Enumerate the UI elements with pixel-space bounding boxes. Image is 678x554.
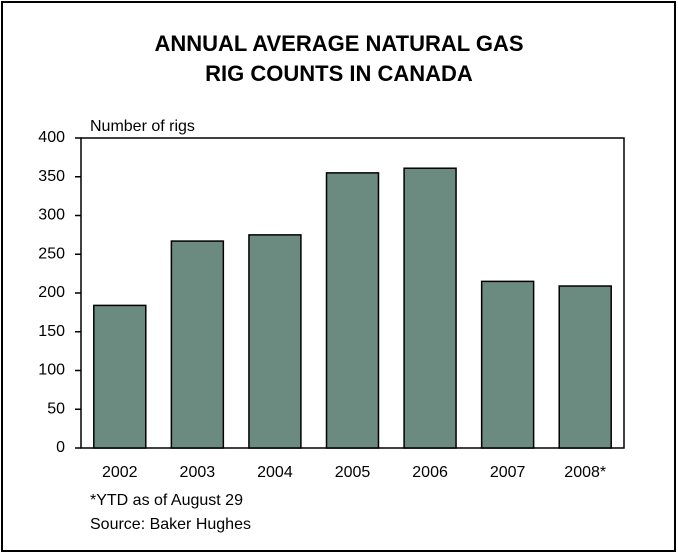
bar xyxy=(480,280,535,449)
bar xyxy=(403,167,457,449)
chart-title: ANNUAL AVERAGE NATURAL GAS xyxy=(154,31,523,56)
y-tick-label: 350 xyxy=(38,168,65,185)
x-tick-label: 2008* xyxy=(564,464,606,481)
bar xyxy=(325,172,380,449)
y-tick-label: 250 xyxy=(38,245,65,262)
chart-title: RIG COUNTS IN CANADA xyxy=(205,61,473,86)
bar xyxy=(93,304,147,449)
y-tick-label: 150 xyxy=(38,323,65,340)
bar xyxy=(170,240,225,449)
x-tick-label: 2005 xyxy=(335,464,371,481)
y-tick-label: 50 xyxy=(47,400,65,417)
y-tick-label: 400 xyxy=(38,129,65,146)
bar xyxy=(558,285,612,449)
x-tick-label: 2003 xyxy=(180,464,216,481)
footnote: *YTD as of August 29 xyxy=(90,492,243,509)
x-tick-label: 2002 xyxy=(102,464,138,481)
x-tick-label: 2004 xyxy=(257,464,293,481)
y-tick-label: 200 xyxy=(38,284,65,301)
y-tick-label: 100 xyxy=(38,362,65,379)
y-tick-label: 0 xyxy=(56,439,65,456)
x-tick-label: 2007 xyxy=(490,464,526,481)
bar xyxy=(248,234,302,449)
y-tick-label: 300 xyxy=(38,207,65,224)
y-axis-label: Number of rigs xyxy=(90,118,195,135)
source-note: Source: Baker Hughes xyxy=(90,516,251,533)
x-tick-label: 2006 xyxy=(412,464,448,481)
